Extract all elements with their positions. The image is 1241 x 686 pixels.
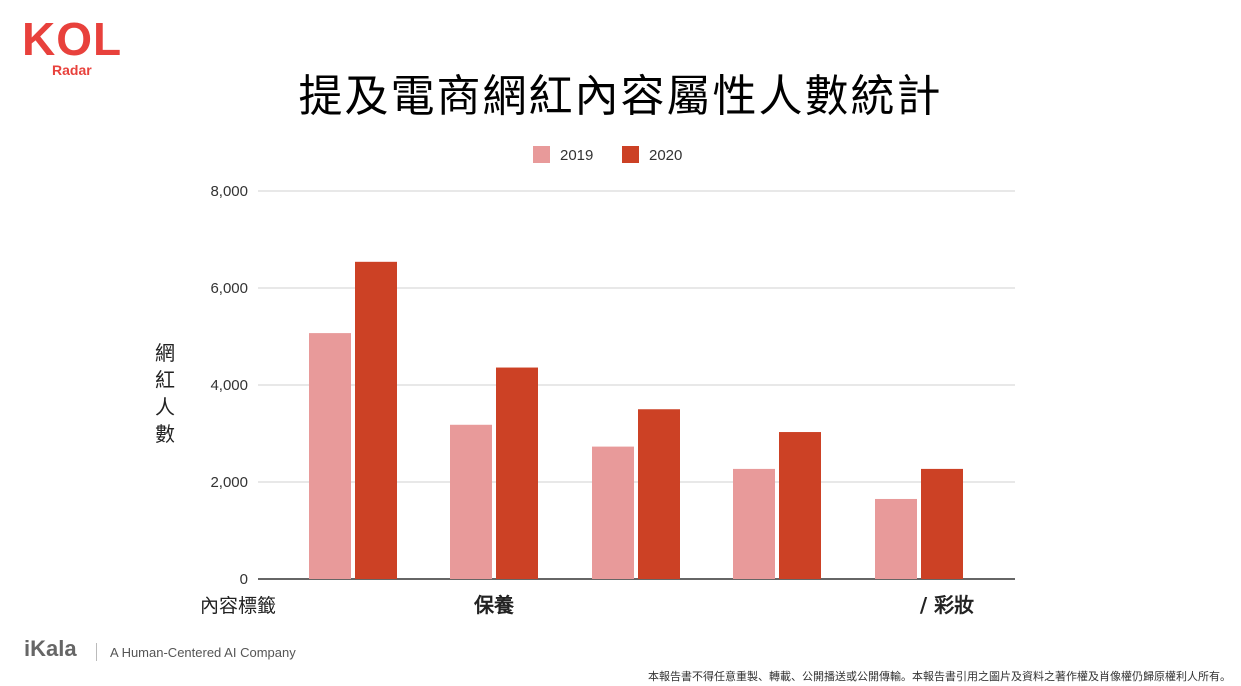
bar-2020 [355,261,397,579]
y-tick-label: 6,000 [210,280,248,297]
logo-text: KOL [22,13,123,65]
x-axis-label: 內容標籤 [200,595,276,617]
legend-swatch-2019 [533,146,550,163]
y-axis-ticks: 0 2,000 4,000 6,000 8,000 [210,183,248,588]
bar-2020 [921,468,963,579]
y-axis-label-char: 人 [155,395,175,419]
bar-2019 [733,468,775,579]
chart-legend: 2019 2020 [533,146,682,164]
x-tick-label: 保養 [473,593,515,617]
y-tick-label: 4,000 [210,377,248,394]
legend-swatch-2020 [622,146,639,163]
y-axis-label-char: 網 [155,341,175,365]
bar-2019 [309,333,351,579]
logo-subtext: Radar [52,62,92,78]
bar-2019 [592,446,634,579]
bar-2020 [496,367,538,579]
y-axis-label: 網 紅 人 數 [150,340,180,448]
y-tick-label: 2,000 [210,474,248,491]
kol-radar-logo: KOL Radar [22,16,132,82]
bar-2020 [779,432,821,579]
page-title: 提及電商網紅內容屬性人數統計 [298,71,943,122]
bar-2019 [450,424,492,579]
x-axis-ticks: 保養 / 彩妝 [473,593,974,617]
footer-tagline: A Human-Centered AI Company [110,645,296,660]
chart-bars [309,261,963,579]
footer-divider [96,643,97,661]
y-tick-label: 8,000 [210,183,248,200]
y-tick-label: 0 [240,571,248,588]
bar-2020 [638,409,680,579]
ikala-logo: iKala [24,636,77,661]
legend-label: 2020 [649,147,682,164]
y-axis-label-char: 紅 [155,368,175,392]
x-tick-label: / 彩妝 [920,593,974,617]
copyright-note: 本報告書不得任意重製、轉載、公開播送或公開傳輸。本報告書引用之圖片及資料之著作權… [648,670,1231,683]
bar-2019 [875,498,917,579]
legend-label: 2019 [560,147,593,164]
y-axis-label-char: 數 [155,422,175,446]
